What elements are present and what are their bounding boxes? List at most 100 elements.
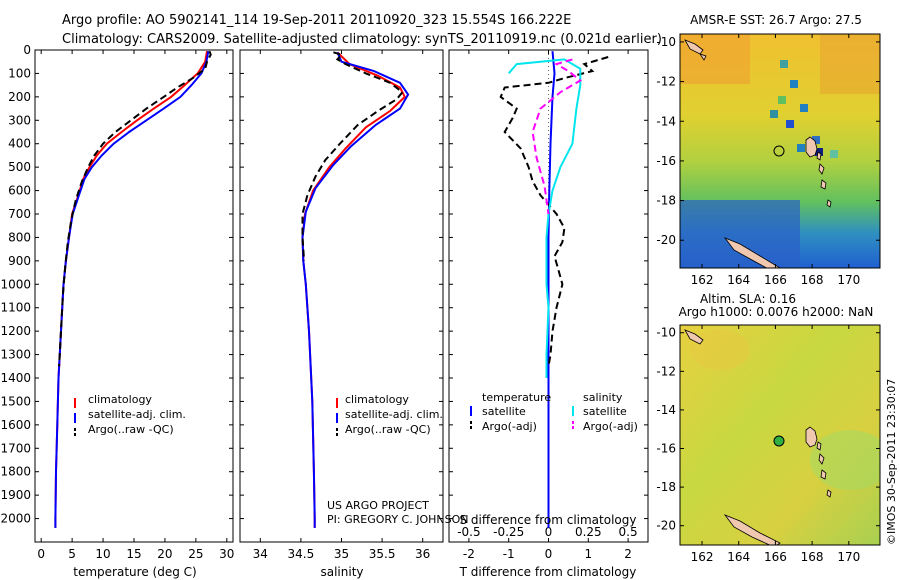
y-tick-label: 200 [8,90,31,104]
x-tick-label: 15 [126,547,141,561]
y-tick-label: 0 [23,43,31,57]
legend-satellite-adj: satellite-adj. clim. [345,408,443,421]
x-tick-label: 0 [37,547,45,561]
y-tick-label: 1700 [0,441,31,455]
x-tick-label: 1 [584,547,592,561]
x-tick-label: 10 [95,547,110,561]
difference-legend: temperature salinity satellite Argo(-adj… [470,391,638,433]
y-tick-label: 1400 [0,371,31,385]
y-tick-label: 2000 [0,512,31,526]
sla-map-title-2: Argo h1000: 0.0076 h2000: NaN [679,305,874,319]
y-tick-label: 500 [8,160,31,174]
legend-argo: Argo(..raw -QC) [345,423,431,436]
sst-map-title: AMSR-E SST: 26.7 Argo: 27.5 [690,13,862,27]
legend-sal-satellite: satellite [583,405,627,418]
x2-tick-label: -0.5 [457,525,480,539]
header-line-2: Climatology: CARS2009. Satellite-adjuste… [62,32,662,47]
y-tick-label: 1900 [0,488,31,502]
map-x-tick-label: 166 [764,550,787,564]
difference-panel: -2 -1 0 1 2 -0.5 -0.25 0 0.25 0.5 [448,49,649,561]
x-tick-label: 34 [253,547,268,561]
y-tick-label: 600 [8,184,31,198]
series-line [499,56,609,367]
temperature-xlabel: temperature (deg C) [73,565,196,579]
temperature-panel: 0 5 10 15 20 25 300100200300400500600700800900… [0,43,234,561]
map-y-tick-label: -10 [656,35,676,49]
argo-location-marker [773,145,785,157]
land-vanuatu [805,136,832,208]
y-tick-label: 800 [8,230,31,244]
land-solomon [684,39,707,61]
map-x-tick-label: 164 [727,550,750,564]
legend-climatology: climatology [345,393,409,406]
salinity-legend: climatology satellite-adj. clim. Argo(..… [336,393,443,438]
map-x-tick-label: 166 [764,273,787,287]
legend-argo: Argo(..raw -QC) [88,423,174,436]
land-new-caledonia [723,237,781,268]
y-tick-label: 1000 [0,277,31,291]
salinity-panel: 34 34.5 35 35.5 36 [239,49,444,561]
y-tick-label: 1600 [0,418,31,432]
map-y-tick-label: -20 [656,519,676,533]
x-tick-label: 35.5 [369,547,396,561]
legend-temp-satellite: satellite [482,405,526,418]
x-tick-label: 25 [188,547,203,561]
x-tick-label: -1 [503,547,515,561]
temperature-legend: climatology satellite-adj. clim. Argo(..… [74,393,186,438]
series-line [301,51,404,261]
x-tick-label: 34.5 [288,547,315,561]
map-x-tick-label: 162 [691,273,714,287]
x2-tick-label: 0.25 [575,525,602,539]
series-line [531,58,583,215]
project-name: US ARGO PROJECT [327,499,429,512]
map-y-tick-label: -18 [656,194,676,208]
difference-xlabel: T difference from climatology [459,565,637,579]
series-line [54,51,210,528]
map-x-tick-label: 162 [691,550,714,564]
legend-satellite-adj: satellite-adj. clim. [88,408,186,421]
y-tick-label: 900 [8,254,31,268]
x2-tick-label: 0.5 [619,525,638,539]
map-x-tick-label: 170 [837,273,860,287]
legend-sal-argo: Argo(-adj) [583,420,638,433]
land-new-caledonia [723,514,781,545]
map-x-tick-label: 164 [727,273,750,287]
x-tick-label: 35 [334,547,349,561]
y-tick-label: 1100 [0,301,31,315]
x2-tick-label: 0 [545,525,553,539]
series-line [301,51,410,528]
y-tick-label: 1200 [0,324,31,338]
x-tick-label: 30 [219,547,234,561]
map-x-tick-label: 168 [801,550,824,564]
y-tick-label: 300 [8,113,31,127]
legend-climatology: climatology [88,393,152,406]
legend-temp-argo: Argo(-adj) [482,420,537,433]
y-tick-label: 100 [8,66,31,80]
map-y-tick-label: -14 [656,114,676,128]
y-tick-label: 1800 [0,465,31,479]
map-y-tick-label: -14 [656,403,676,417]
project-pi: PI: GREGORY C. JOHNSON [327,513,468,526]
y-tick-label: 700 [8,207,31,221]
map-x-tick-label: 170 [837,550,860,564]
legend-header-temperature: temperature [482,391,551,404]
y-tick-label: 400 [8,137,31,151]
x-tick-label: 0 [545,547,553,561]
x-tick-label: 5 [68,547,76,561]
x-tick-label: 2 [624,547,632,561]
x-tick-label: 20 [157,547,172,561]
map-y-tick-label: -12 [656,75,676,89]
series-line [58,50,212,367]
map-y-tick-label: -10 [656,326,676,340]
map-y-tick-label: -18 [656,480,676,494]
sst-map: AMSR-E SST: 26.7 Argo: 27.5 162 164 166 168… [656,13,881,287]
y-tick-label: 1500 [0,394,31,408]
y-tick-label: 1300 [0,348,31,362]
plot-frame [239,49,444,543]
imos-stamp: ©IMOS 30-Sep-2011 23:30:07 [885,379,898,545]
salinity-xlabel: salinity [320,565,363,579]
sla-map: Altim. SLA: 0.16 Argo h1000: 0.0076 h200… [656,292,881,564]
plot-frame [34,49,234,543]
map-x-tick-label: 168 [801,273,824,287]
x2-tick-label: -0.25 [493,525,524,539]
